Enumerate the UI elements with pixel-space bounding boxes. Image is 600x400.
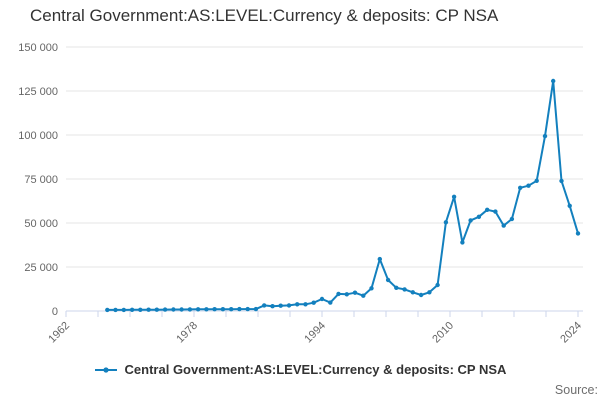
data-point-marker [270, 304, 275, 309]
data-point-marker [105, 307, 110, 313]
y-tick-label: 100 000 [18, 130, 58, 142]
data-point-marker [361, 293, 366, 298]
data-point-marker [121, 307, 127, 313]
data-point-marker [526, 183, 531, 188]
data-point-marker [551, 78, 556, 84]
time-series-plot: 0 25 000 50 000 75 000 100 000 125 000 150 000… [18, 42, 584, 346]
data-point-marker [162, 307, 168, 312]
y-tick-label: 125 000 [18, 86, 58, 98]
data-point-marker [286, 303, 292, 308]
x-tick-label: 1962 [46, 320, 72, 346]
data-point-marker [559, 178, 564, 184]
data-point-marker [171, 307, 176, 312]
data-point-marker [129, 307, 135, 312]
data-point-marker [303, 302, 308, 307]
data-point-marker [369, 286, 374, 291]
data-point-marker [113, 307, 118, 313]
legend-item[interactable]: Central Government:AS:LEVEL:Currency & d… [94, 362, 507, 377]
data-point-marker [427, 290, 432, 295]
data-point-marker [394, 285, 399, 290]
x-tick-label: 1978 [174, 320, 200, 346]
data-point-marker [138, 307, 143, 312]
data-point-marker [212, 307, 217, 312]
data-point-marker [278, 303, 283, 308]
data-point-marker [253, 306, 259, 312]
data-point-marker [195, 307, 201, 312]
data-point-marker [204, 307, 209, 312]
data-point-marker [237, 306, 242, 312]
y-tick-label: 75 000 [24, 174, 58, 186]
data-point-marker [229, 307, 234, 312]
data-point-marker [501, 223, 506, 228]
data-point-marker [146, 307, 151, 312]
y-tick-label: 150 000 [18, 42, 58, 54]
source-label: Source: [554, 383, 598, 397]
series-line-marker-icon [94, 365, 118, 375]
data-point-marker [435, 282, 440, 288]
data-point-marker [493, 209, 498, 214]
data-point-marker [352, 290, 358, 295]
data-point-marker [542, 133, 548, 139]
data-point-marker [154, 307, 159, 312]
data-point-marker [468, 218, 473, 223]
data-point-marker [443, 220, 449, 225]
y-tick-label: 25 000 [24, 262, 58, 274]
data-point-marker [509, 216, 515, 222]
legend-label: Central Government:AS:LEVEL:Currency & d… [124, 362, 507, 377]
data-point-marker [518, 185, 523, 190]
data-point-marker [418, 292, 424, 298]
data-point-marker [295, 302, 300, 307]
data-point-marker [311, 300, 316, 305]
data-point-marker [451, 194, 457, 199]
chart-title: Central Government:AS:LEVEL:Currency & d… [30, 6, 499, 25]
y-tick-label: 50 000 [24, 218, 58, 230]
data-point-marker [245, 306, 250, 312]
data-point-marker [385, 277, 391, 283]
data-point-marker [534, 178, 539, 183]
series-path [106, 80, 579, 311]
data-point-marker [410, 290, 415, 295]
data-point-marker [179, 307, 184, 312]
data-point-marker [187, 307, 193, 312]
data-point-marker [319, 296, 325, 302]
data-point-marker [328, 300, 333, 305]
data-point-marker [575, 231, 581, 236]
data-point-marker [377, 256, 382, 262]
data-point-marker [567, 203, 572, 208]
data-point-marker [344, 292, 349, 297]
data-point-marker [460, 240, 465, 245]
x-tick-label: 1994 [302, 320, 328, 346]
data-point-marker [476, 214, 482, 219]
data-point-marker [220, 307, 226, 312]
data-point-marker [402, 287, 407, 292]
y-tick-label: 0 [52, 306, 58, 318]
x-tick-label: 2024 [558, 320, 584, 346]
data-point-marker [485, 207, 490, 212]
data-point-marker [336, 291, 341, 297]
data-point-marker [262, 303, 267, 308]
legend: Central Government:AS:LEVEL:Currency & d… [0, 362, 600, 377]
x-tick-label: 2010 [430, 320, 456, 346]
